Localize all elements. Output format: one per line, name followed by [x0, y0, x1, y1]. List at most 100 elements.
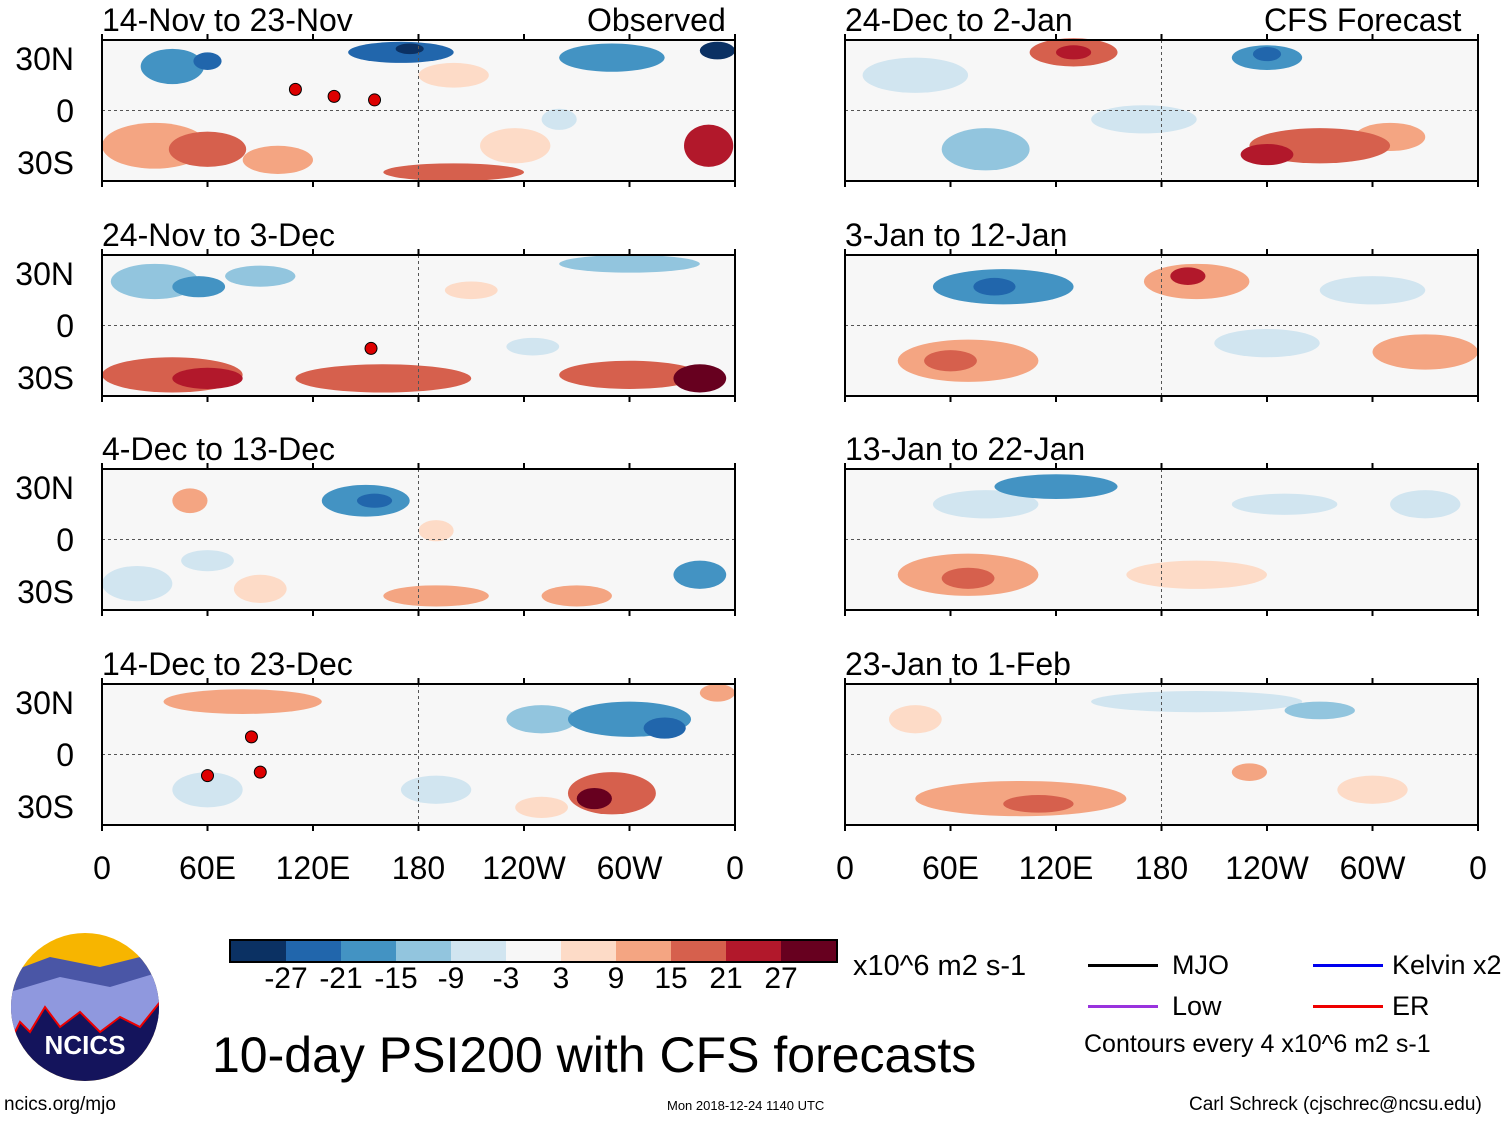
anomaly-region: [576, 787, 612, 810]
lat-label: 30S: [17, 360, 74, 396]
colorbar: [229, 939, 838, 963]
anomaly-region: [172, 488, 208, 514]
anomaly-region: [1003, 795, 1074, 813]
footer-url[interactable]: ncics.org/mjo: [4, 1094, 116, 1115]
anomaly-region: [1284, 701, 1355, 720]
map-panel: [844, 463, 1479, 616]
lon-label: 120E: [275, 850, 351, 886]
panel-title: 4-Dec to 13-Dec: [102, 431, 335, 467]
anomaly-region: [418, 62, 489, 88]
anomaly-region: [172, 772, 243, 808]
anomaly-region: [1240, 143, 1294, 166]
lat-label: 30N: [15, 41, 74, 77]
anomaly-region: [924, 350, 977, 372]
colorbar-swatch: [451, 941, 506, 961]
footer-timestamp: Mon 2018-12-24 1140 UTC: [667, 1098, 825, 1113]
anomaly-region: [506, 705, 577, 734]
colorbar-label: -9: [437, 962, 465, 995]
map-panel: [101, 249, 736, 402]
anomaly-region: [383, 163, 524, 181]
storm-icon: [364, 341, 378, 355]
lat-label: 0: [56, 737, 74, 773]
panel-title: 3-Jan to 12-Jan: [845, 217, 1068, 253]
anomaly-region: [643, 717, 686, 739]
anomaly-region: [541, 585, 612, 607]
contour-note: Contours every 4 x10^6 m2 s-1: [1084, 1030, 1431, 1058]
lat-label: 30N: [15, 685, 74, 721]
footer-author: Carl Schreck (cjschrec@ncsu.edu): [1189, 1094, 1482, 1115]
anomaly-region: [932, 490, 1039, 519]
colorbar-label: 9: [607, 962, 625, 995]
anomaly-region: [1214, 329, 1320, 358]
colorbar-swatch: [396, 941, 451, 961]
anomaly-region: [1126, 560, 1267, 589]
anomaly-region: [233, 574, 287, 603]
anomaly-region: [295, 364, 472, 393]
er-line: [1313, 1005, 1383, 1008]
anomaly-region: [181, 550, 234, 572]
legend-kelvin: Kelvin x2: [1392, 950, 1502, 980]
anomaly-region: [1091, 105, 1197, 134]
colorbar-label: 3: [552, 962, 570, 995]
svg-text:NCICS: NCICS: [45, 1030, 126, 1060]
map-panel: [101, 678, 736, 831]
lon-label: 60E: [179, 850, 236, 886]
panel-title: 14-Nov to 23-Nov: [102, 2, 353, 38]
anomaly-region: [172, 367, 243, 389]
anomaly-region: [1056, 45, 1092, 60]
figure-title: 10-day PSI200 with CFS forecasts: [212, 1027, 977, 1083]
anomaly-region: [684, 124, 734, 167]
panel-title: 14-Dec to 23-Dec: [102, 646, 353, 682]
anomaly-region: [140, 48, 204, 85]
anomaly-region: [1390, 490, 1461, 519]
anomaly-region: [1319, 276, 1426, 305]
anomaly-region: [862, 57, 969, 93]
anomaly-region: [1337, 775, 1408, 804]
lat-label: 0: [56, 308, 74, 344]
lon-label: 180: [391, 850, 446, 886]
colorbar-swatch: [231, 941, 286, 961]
anomaly-region: [673, 364, 727, 393]
storm-icon: [253, 765, 267, 779]
anomaly-region: [673, 560, 727, 589]
anomaly-region: [400, 775, 472, 804]
kelvin-line: [1313, 964, 1383, 967]
anomaly-region: [102, 565, 173, 602]
panel-title: 23-Jan to 1-Feb: [845, 646, 1071, 682]
colorbar-label: 27: [764, 962, 798, 995]
anomaly-region: [506, 337, 560, 356]
lon-label: 120E: [1018, 850, 1094, 886]
storm-icon: [327, 89, 341, 103]
panel-title: 24-Dec to 2-Jan: [845, 2, 1073, 38]
anomaly-region: [1170, 267, 1206, 285]
anomaly-region: [994, 474, 1118, 499]
colorbar-swatch: [506, 941, 561, 961]
lat-label: 30S: [17, 789, 74, 825]
anomaly-region: [559, 255, 700, 273]
anomaly-region: [1372, 334, 1478, 370]
anomaly-region: [480, 128, 551, 164]
colorbar-swatch: [561, 941, 616, 961]
anomaly-region: [168, 131, 247, 167]
anomaly-region: [225, 265, 296, 287]
lat-label: 0: [56, 93, 74, 129]
lat-label: 0: [56, 522, 74, 558]
anomaly-region: [444, 281, 498, 300]
colorbar-swatch: [726, 941, 781, 961]
lat-label: 30N: [15, 470, 74, 506]
storm-icon: [288, 82, 302, 96]
colorbar-label: -27: [264, 962, 308, 995]
anomaly-region: [172, 276, 226, 298]
colorbar-label: -21: [319, 962, 363, 995]
legend-mjo: MJO: [1172, 950, 1229, 980]
anomaly-region: [1252, 47, 1282, 62]
colorbar-label: -3: [492, 962, 520, 995]
map-panel: [844, 34, 1479, 187]
anomaly-region: [941, 567, 995, 589]
map-panel: [844, 678, 1479, 831]
legend-er: ER: [1392, 991, 1430, 1021]
anomaly-region: [193, 52, 222, 70]
anomaly-region: [356, 493, 393, 508]
lon-label: 60W: [596, 850, 663, 886]
panel-title: 13-Jan to 22-Jan: [845, 431, 1086, 467]
